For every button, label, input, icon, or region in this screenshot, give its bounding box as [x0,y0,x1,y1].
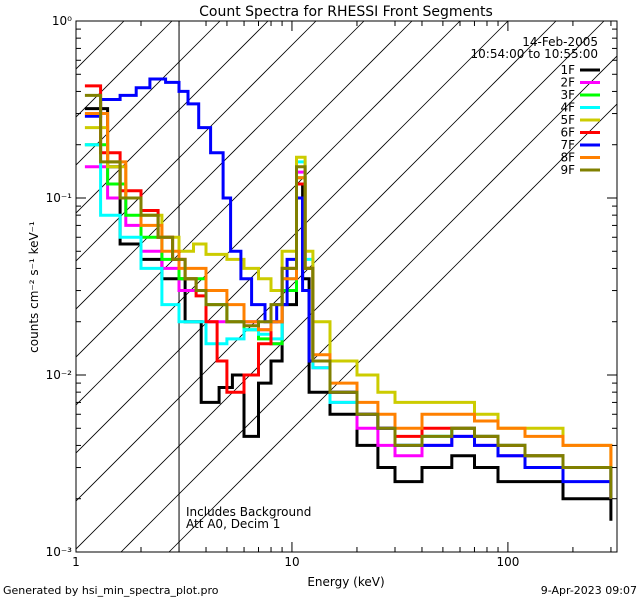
series-line-7f [84,77,613,499]
timestamp-label: 9-Apr-2023 09:07 [540,584,637,597]
legend-label-4f: 4F [560,101,575,115]
legend-label-8f: 8F [560,151,575,165]
legend-label-9f: 9F [560,163,575,177]
annotation-attenuator: Att A0, Decim 1 [186,517,280,531]
hatch-line [76,21,173,118]
legend-label-5f: 5F [560,113,575,127]
hatch-line [76,21,317,262]
hatch-line [76,21,557,502]
hatch-bounds [76,21,179,552]
legend-label-7f: 7F [560,138,575,152]
series-line-4f [84,143,613,499]
info-box: 14-Feb-2005 10:54:00 to 10:55:00 [471,35,598,61]
date-label: 14-Feb-2005 [522,35,598,49]
plot-frame [75,20,618,553]
hatch-line [76,21,605,550]
series-line-5f [84,126,613,468]
annotation-background: Includes Background [186,505,311,519]
x-tick-label: 1 [72,555,80,569]
hatch-line [76,21,365,310]
x-tick-label: 10 [284,555,299,569]
series-line-8f [84,112,613,468]
time-range-label: 10:54:00 to 10:55:00 [471,47,598,61]
hatched-low-energy-region [76,21,617,552]
series-line-3f [84,143,613,492]
hatch-line [76,21,509,454]
legend-label-2f: 2F [560,76,575,90]
hatch-line [76,21,221,166]
y-axis-label: counts cm⁻² s⁻¹ keV⁻¹ [27,221,41,353]
x-axis-label: Energy (keV) [307,575,384,589]
y-tick-label: 10⁻² [46,368,73,382]
y-tick-label: 10⁻¹ [46,191,73,205]
y-tick-label: 10⁰ [52,14,72,28]
legend-label-6f: 6F [560,126,575,140]
y-tick-label: 10⁻³ [46,545,73,559]
generated-by-label: Generated by hsi_min_spectra_plot.pro [3,584,219,597]
x-tick-label: 100 [496,555,519,569]
hatch-line [76,21,461,406]
chart-title: Count Spectra for RHESSI Front Segments [199,4,493,20]
series-line-2f [84,165,613,499]
axes: 1 10 100 10⁻³ 10⁻² 10⁻¹ 10⁰ [46,14,617,569]
spectra-series [84,77,613,521]
legend-label-1f: 1F [560,63,575,77]
hatch-line [168,103,617,552]
hatch-line [120,55,617,552]
legend-label-3f: 3F [560,88,575,102]
series-line-9f [84,93,613,499]
hatch-line [76,21,413,358]
series-line-1f [84,107,613,521]
